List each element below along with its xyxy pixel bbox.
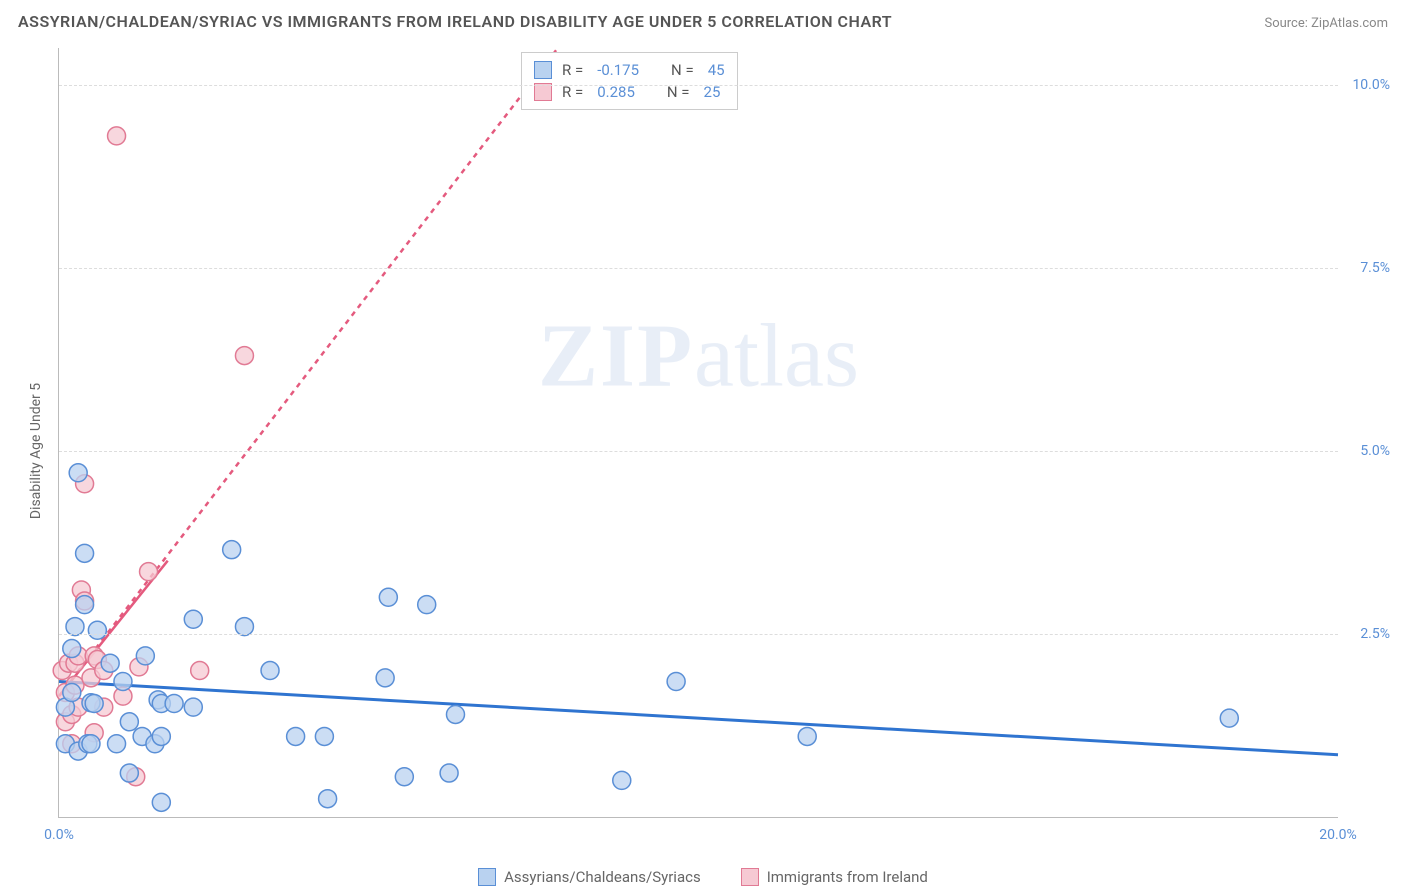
data-point — [76, 596, 94, 614]
legend-label-0: Assyrians/Chaldeans/Syriacs — [504, 868, 701, 886]
data-point — [120, 764, 138, 782]
regression-line — [59, 48, 558, 696]
stats-r-label-0: R = — [562, 61, 583, 79]
data-point — [287, 727, 305, 745]
data-point — [1220, 709, 1238, 727]
data-point — [667, 673, 685, 691]
data-point — [315, 727, 333, 745]
data-point — [223, 541, 241, 559]
data-point — [191, 662, 209, 680]
plot-svg — [59, 48, 1338, 817]
gridline — [59, 451, 1338, 452]
data-point — [440, 764, 458, 782]
data-point — [261, 662, 279, 680]
chart-header: ASSYRIAN/CHALDEAN/SYRIAC VS IMMIGRANTS F… — [0, 0, 1406, 37]
stats-n-0: 45 — [708, 61, 725, 79]
data-point — [184, 698, 202, 716]
data-point — [319, 790, 337, 808]
data-point — [798, 727, 816, 745]
data-point — [76, 544, 94, 562]
data-point — [379, 588, 397, 606]
stats-n-label-1: N = — [667, 83, 690, 101]
data-point — [395, 768, 413, 786]
stats-swatch-0 — [534, 61, 552, 79]
y-tick-label: 7.5% — [1360, 260, 1390, 276]
stats-row-0: R = -0.175 N = 45 — [534, 59, 725, 81]
data-point — [82, 735, 100, 753]
gridline — [59, 85, 1338, 86]
data-point — [66, 618, 84, 636]
stats-n-1: 25 — [704, 83, 721, 101]
data-point — [108, 735, 126, 753]
data-point — [152, 793, 170, 811]
stats-swatch-1 — [534, 83, 552, 101]
bottom-legend: Assyrians/Chaldeans/Syriacs Immigrants f… — [0, 868, 1406, 886]
data-point — [165, 694, 183, 712]
data-point — [69, 464, 87, 482]
gridline — [59, 268, 1338, 269]
data-point — [376, 669, 394, 687]
chart-title: ASSYRIAN/CHALDEAN/SYRIAC VS IMMIGRANTS F… — [18, 12, 892, 31]
data-point — [101, 654, 119, 672]
data-point — [120, 713, 138, 731]
y-axis-label: Disability Age Under 5 — [28, 383, 44, 519]
data-point — [85, 694, 103, 712]
x-tick-label: 0.0% — [44, 827, 74, 843]
data-point — [152, 727, 170, 745]
stats-n-label-0: N = — [671, 61, 694, 79]
chart-source: Source: ZipAtlas.com — [1264, 16, 1388, 31]
data-point — [613, 771, 631, 789]
data-point — [63, 683, 81, 701]
stats-box: R = -0.175 N = 45 R = 0.285 N = 25 — [521, 52, 738, 110]
stats-r-0: -0.175 — [597, 61, 639, 79]
data-point — [63, 640, 81, 658]
x-tick-label: 20.0% — [1319, 827, 1357, 843]
legend-item-0: Assyrians/Chaldeans/Syriacs — [478, 868, 701, 886]
gridline — [59, 634, 1338, 635]
stats-r-1: 0.285 — [597, 83, 635, 101]
data-point — [136, 647, 154, 665]
y-tick-label: 10.0% — [1352, 77, 1390, 93]
legend-item-1: Immigrants from Ireland — [741, 868, 928, 886]
data-point — [446, 705, 464, 723]
data-point — [418, 596, 436, 614]
y-tick-label: 5.0% — [1360, 443, 1390, 459]
data-point — [235, 347, 253, 365]
data-point — [235, 618, 253, 636]
y-tick-label: 2.5% — [1360, 626, 1390, 642]
data-point — [184, 610, 202, 628]
data-point — [108, 127, 126, 145]
y-tick-area: 2.5% 5.0% 7.5% 10.0% — [1340, 48, 1390, 818]
data-point — [88, 621, 106, 639]
data-point — [140, 563, 158, 581]
chart-container: Disability Age Under 5 ZIPatlas R = -0.1… — [48, 48, 1388, 838]
regression-line — [59, 682, 1338, 755]
legend-swatch-1 — [741, 868, 759, 886]
legend-swatch-0 — [478, 868, 496, 886]
legend-label-1: Immigrants from Ireland — [767, 868, 928, 886]
plot-area: ZIPatlas R = -0.175 N = 45 R = 0.285 N =… — [58, 48, 1338, 818]
stats-r-label-1: R = — [562, 83, 583, 101]
data-point — [114, 673, 132, 691]
